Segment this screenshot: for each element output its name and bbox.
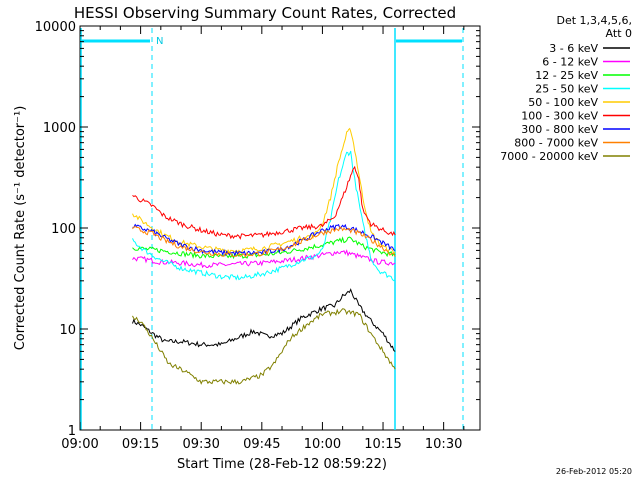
- x-tick-label: 10:30: [425, 437, 462, 452]
- x-tick-label: 09:15: [122, 437, 159, 452]
- x-tick-label: 09:00: [61, 437, 98, 452]
- legend-label: 3 - 6 keV: [549, 42, 598, 55]
- series-line-1: [132, 249, 396, 269]
- legend-label: 800 - 7000 keV: [514, 137, 598, 150]
- x-tick-label: 09:30: [182, 437, 219, 452]
- y-axis: 1 10 100 1000 10000: [35, 20, 480, 439]
- y-tick-label: 100: [51, 222, 76, 237]
- x-tick-label: 10:00: [304, 437, 341, 452]
- legend-header: Det 1,3,4,5,6,: [556, 14, 632, 27]
- legend-label: 25 - 50 keV: [535, 83, 598, 96]
- y-axis-label: Corrected Count Rate (s⁻¹ detector⁻¹): [13, 106, 28, 351]
- series-line-6: [132, 223, 396, 257]
- x-tick-label: 10:15: [364, 437, 401, 452]
- y-tick-label: 1000: [43, 121, 76, 136]
- x-axis: 09:00 09:15 09:30 09:45 10:00 10:15 10:30: [61, 26, 465, 452]
- y-tick-label: 1: [68, 424, 76, 439]
- series-line-3: [132, 150, 396, 282]
- legend-label: 7000 - 20000 keV: [500, 150, 598, 163]
- attenuator-bars: [80, 28, 464, 430]
- series-line-5: [132, 165, 396, 240]
- legend-label: 6 - 12 keV: [542, 56, 598, 69]
- x-tick-label: 09:45: [243, 437, 280, 452]
- chart-title: HESSI Observing Summary Count Rates, Cor…: [74, 4, 456, 22]
- plot-frame: [79, 25, 481, 431]
- legend-label: 12 - 25 keV: [535, 69, 598, 82]
- series-line-8: [132, 308, 396, 385]
- series-layer: [132, 127, 396, 385]
- legend-label: 300 - 800 keV: [521, 123, 598, 136]
- footer-timestamp: 26-Feb-2012 05:20: [556, 467, 632, 476]
- legend-header: Att 0: [606, 27, 632, 40]
- series-line-0: [132, 288, 396, 352]
- night-marker: N: [156, 36, 163, 47]
- y-tick-label: 10: [59, 323, 76, 338]
- x-axis-label: Start Time (28-Feb-12 08:59:22): [177, 457, 387, 472]
- series-line-7: [132, 225, 396, 258]
- legend-label: 100 - 300 keV: [521, 110, 598, 123]
- y-tick-label: 10000: [35, 20, 76, 35]
- legend-label: 50 - 100 keV: [528, 96, 598, 109]
